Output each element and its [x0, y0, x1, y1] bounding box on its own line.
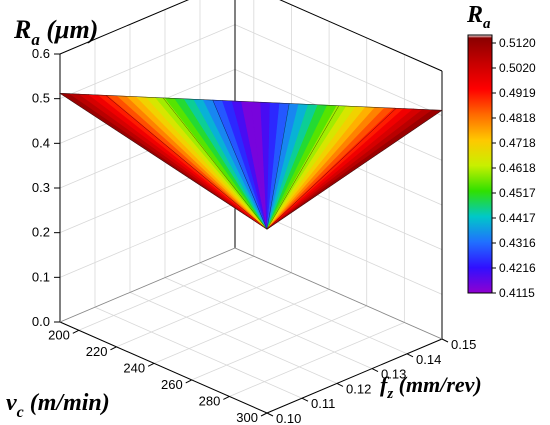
z-tick-label: 0.0 [32, 314, 50, 329]
surface-contour [105, 95, 268, 230]
fz-tick-label: 0.11 [311, 396, 335, 411]
colorbar-title: Ra [466, 2, 491, 32]
colorbar-tick-label: 0.4216 [499, 261, 536, 275]
vc-tick-mark [223, 396, 230, 400]
colorbar-tick-label: 0.4316 [499, 236, 536, 250]
vc-gridline-floor [229, 322, 405, 397]
z-axis-title: Ra (μm) [13, 15, 98, 49]
z-tick-label: 0.5 [32, 91, 50, 106]
z-tick-label: 0.4 [32, 135, 50, 150]
vc-tick-label: 300 [236, 410, 258, 425]
surface-contour [266, 108, 397, 230]
fz-gridline-floor [94, 306, 303, 399]
z-tick-label: 0.2 [32, 225, 50, 240]
fz-tick-mark [371, 368, 379, 373]
vc-tick-mark [185, 379, 192, 384]
colorbar-tick-label: 0.4718 [499, 136, 536, 150]
z-gridline [234, 24, 443, 117]
z-gridline [279, 0, 443, 72]
z-tick-label: 0.3 [32, 180, 50, 195]
fz-tick-mark [406, 353, 414, 358]
colorbar-tick-label: 0.5120 [499, 36, 536, 50]
colorbar-tick-label: 0.4818 [499, 111, 536, 125]
fz-axis-title: fz (mm/rev) [380, 372, 482, 402]
fz-tick-label: 0.12 [346, 381, 371, 396]
surface-contour [212, 100, 268, 230]
colorbar-gradient [467, 34, 493, 294]
colorbar-tick-label: 0.4417 [499, 211, 536, 225]
fz-tick-mark [441, 338, 449, 343]
surface-contour [266, 103, 290, 230]
fz-axis-line [266, 338, 443, 414]
fz-tick-label: 0.14 [416, 352, 441, 367]
vc-tick-mark [147, 362, 155, 367]
z-tick-label: 0.1 [32, 269, 50, 284]
colorbar-tick-label: 0.4618 [499, 161, 536, 175]
colorbar-tick-label: 0.5020 [499, 61, 536, 75]
vc-tick-label: 260 [161, 377, 183, 392]
vc-axis-title: vc (m/min) [6, 390, 110, 421]
fz-tick-mark [336, 382, 344, 387]
colorbar: 0.5120 0.5020 0.4919 0.4818 0.4718 0.4618 0.45… [467, 34, 536, 300]
fz-gridline-floor [129, 292, 338, 384]
vc-gridline-floor [78, 255, 254, 331]
top-edge [59, 0, 189, 55]
surface-contour [266, 105, 340, 230]
vc-tick-label: 200 [48, 327, 70, 342]
vc-gridline-floor [153, 288, 330, 364]
vc-tick-label: 220 [86, 344, 108, 359]
fz-tick-mark [266, 412, 274, 417]
colorbar-tick-label: 0.4517 [499, 186, 536, 200]
vc-tick-mark [72, 329, 80, 334]
z-gridline [59, 24, 236, 100]
vc-tick-mark [110, 346, 117, 351]
surface-patch [58, 92, 443, 230]
vc-tick-mark [260, 412, 268, 417]
top-edge [279, 0, 443, 72]
z-tick-label: 0.6 [32, 46, 50, 61]
z-gridline [59, 202, 236, 278]
floor-edge [59, 247, 236, 323]
floor-edge [234, 247, 443, 340]
fz-tick-label: 0.10 [276, 411, 301, 425]
vc-axis-line [59, 321, 268, 414]
fz-axis-ticks: 0.10 0.11 0.12 0.13 0.14 0.15 [266, 337, 476, 425]
fz-tick-mark [301, 397, 309, 402]
vc-tick-label: 280 [199, 393, 221, 408]
fz-gridline-floor [199, 262, 408, 355]
fz-tick-label: 0.13 [381, 367, 406, 382]
vc-tick-label: 240 [123, 360, 145, 375]
z-axis-ticks: 0.0 0.1 0.2 0.3 0.4 0.5 0.6 [32, 46, 60, 329]
surface-contour [162, 97, 268, 230]
surface-outline [59, 93, 443, 230]
vc-axis-ticks: 200 220 240 260 280 300 [48, 327, 268, 425]
colorbar-tick-label: 0.4919 [499, 86, 536, 100]
vc-gridline-floor [116, 272, 292, 348]
colorbar-tick-label: 0.4115 [499, 286, 535, 300]
fz-gridline-floor [164, 277, 373, 369]
vc-gridline-floor [191, 305, 367, 381]
fz-tick-label: 0.15 [451, 337, 476, 352]
